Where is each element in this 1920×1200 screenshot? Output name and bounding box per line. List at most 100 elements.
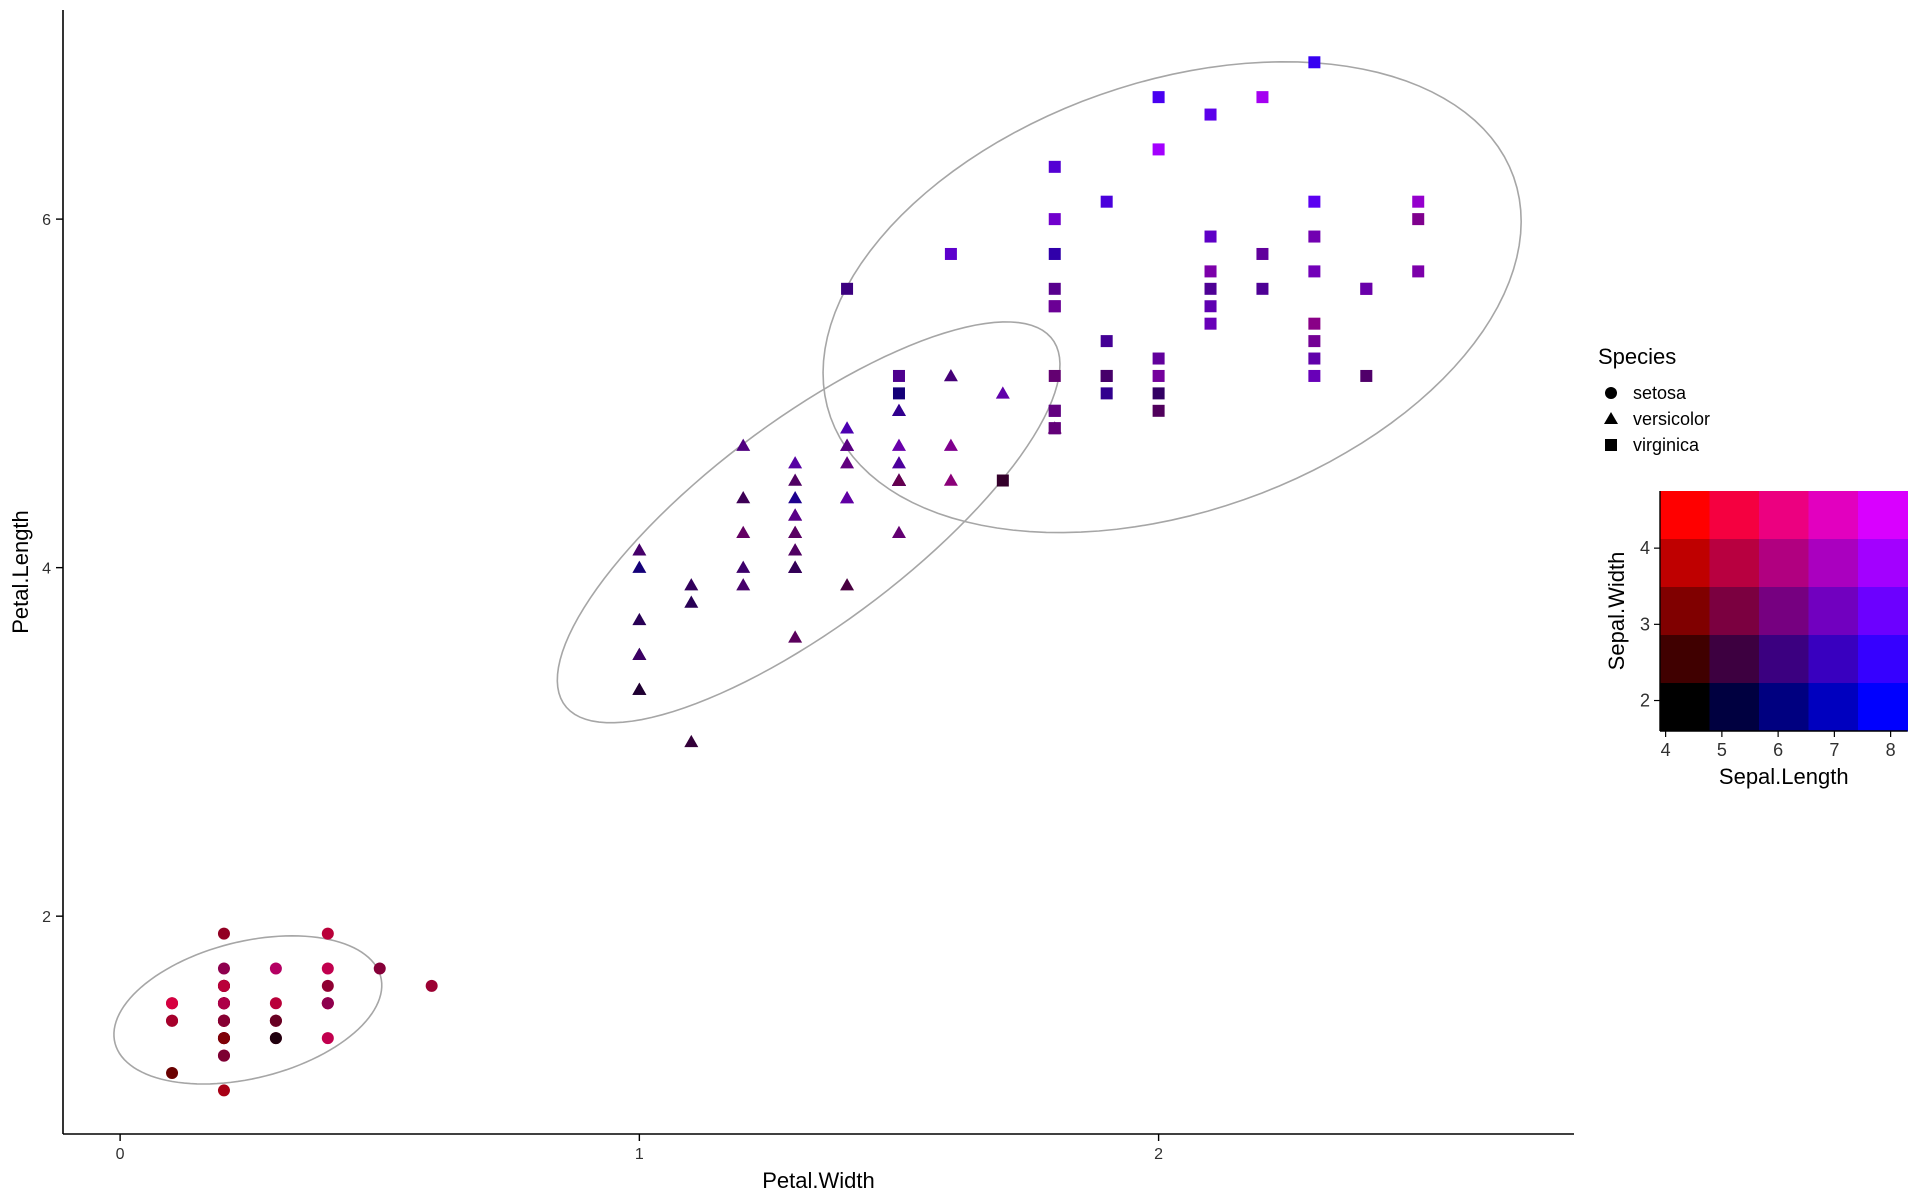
point-setosa: [321, 997, 334, 1010]
point-versicolor: [840, 421, 855, 434]
bivariate-cell: [1709, 635, 1760, 684]
bivariate-y-title: Sepal.Width: [1604, 552, 1629, 671]
ellipse-virginica: [822, 60, 1522, 534]
point-virginica: [1100, 335, 1113, 348]
x-axis-ticks: 0 1 2: [116, 1134, 1163, 1163]
point-virginica: [1152, 91, 1165, 104]
legend-label-versicolor: versicolor: [1633, 409, 1710, 429]
bivariate-x-tick-label: 8: [1886, 740, 1896, 760]
point-virginica: [1100, 195, 1113, 208]
point-virginica: [1256, 247, 1269, 260]
point-versicolor: [840, 490, 855, 504]
point-versicolor: [995, 386, 1010, 399]
point-virginica: [1048, 160, 1061, 173]
point-versicolor: [632, 560, 647, 573]
point-versicolor: [788, 630, 803, 643]
bivariate-cell: [1808, 491, 1859, 540]
point-versicolor: [632, 612, 647, 626]
point-versicolor: [943, 438, 958, 451]
point-virginica: [1308, 265, 1321, 278]
ellipse-setosa: [113, 935, 383, 1085]
y-axis-title: Petal.Length: [8, 510, 33, 634]
bivariate-grid: [1660, 491, 1908, 732]
point-setosa: [217, 1084, 230, 1097]
point-versicolor: [788, 525, 803, 539]
x-tick-label: 0: [116, 1146, 125, 1163]
point-virginica: [1152, 404, 1165, 417]
bivariate-x-tick-label: 7: [1829, 740, 1839, 760]
point-virginica: [1308, 352, 1321, 365]
point-setosa: [269, 997, 282, 1010]
point-setosa: [166, 1067, 179, 1080]
point-virginica: [1204, 230, 1217, 243]
point-virginica: [1204, 108, 1217, 121]
point-virginica: [1204, 300, 1217, 313]
point-virginica: [1204, 282, 1217, 295]
point-setosa: [269, 962, 282, 975]
point-setosa: [217, 1014, 230, 1027]
point-versicolor: [840, 578, 855, 591]
bivariate-cell: [1858, 635, 1908, 684]
point-versicolor: [684, 734, 699, 748]
y-axis-ticks: 2 4 6: [42, 212, 63, 926]
legend-label-virginica: virginica: [1633, 435, 1700, 455]
point-virginica: [892, 369, 905, 382]
point-versicolor: [632, 543, 647, 556]
point-versicolor: [632, 682, 647, 695]
bivariate-cell: [1660, 683, 1710, 732]
point-virginica: [1308, 56, 1321, 69]
point-virginica: [1360, 369, 1373, 382]
point-setosa: [373, 962, 386, 975]
species-legend-title: Species: [1598, 344, 1676, 369]
bivariate-cell: [1709, 587, 1760, 636]
point-virginica: [1048, 247, 1061, 260]
point-virginica: [1308, 335, 1321, 348]
point-versicolor: [943, 473, 958, 486]
point-virginica: [1412, 195, 1425, 208]
bivariate-cell: [1808, 587, 1859, 636]
point-versicolor: [943, 368, 958, 382]
bivariate-x-title: Sepal.Length: [1719, 764, 1849, 789]
point-setosa: [217, 979, 230, 992]
bivariate-cell: [1858, 587, 1908, 636]
point-virginica: [1308, 369, 1321, 382]
confidence-ellipses: [113, 60, 1522, 1085]
y-tick-label: 6: [42, 212, 51, 229]
point-versicolor: [891, 438, 906, 451]
point-versicolor: [684, 578, 699, 591]
point-virginica: [1152, 387, 1165, 400]
point-versicolor: [788, 508, 803, 521]
bivariate-x-tick-label: 5: [1717, 740, 1727, 760]
point-setosa: [217, 997, 230, 1010]
point-virginica: [1152, 352, 1165, 365]
bivariate-cell: [1759, 635, 1809, 684]
bivariate-x-tick-label: 6: [1773, 740, 1783, 760]
point-setosa: [321, 1032, 334, 1045]
bivariate-y-tick-label: 3: [1640, 614, 1650, 634]
point-versicolor: [788, 473, 803, 486]
point-setosa: [217, 962, 230, 975]
y-tick-label: 4: [42, 561, 51, 578]
point-setosa: [217, 1032, 230, 1045]
point-virginica: [892, 387, 905, 400]
point-virginica: [1152, 369, 1165, 382]
species-legend-entries: setosa versicolor virginica: [1604, 383, 1710, 455]
point-versicolor: [788, 543, 803, 556]
point-setosa: [321, 962, 334, 975]
point-versicolor: [632, 647, 647, 661]
bivariate-cell: [1858, 539, 1908, 588]
bivariate-cell: [1709, 683, 1760, 732]
legend-key-square: [1605, 439, 1617, 451]
bivariate-y-tick-label: 4: [1640, 538, 1650, 558]
data-points: [166, 56, 1425, 1097]
point-versicolor: [891, 456, 906, 469]
point-virginica: [1256, 91, 1269, 104]
x-axis-title: Petal.Width: [762, 1168, 875, 1193]
bivariate-cell: [1660, 539, 1710, 588]
bivariate-cell: [1858, 491, 1908, 540]
bivariate-x-tick-label: 4: [1661, 740, 1671, 760]
legend-label-setosa: setosa: [1633, 383, 1687, 403]
bivariate-cell: [1660, 491, 1710, 540]
point-virginica: [841, 282, 854, 295]
